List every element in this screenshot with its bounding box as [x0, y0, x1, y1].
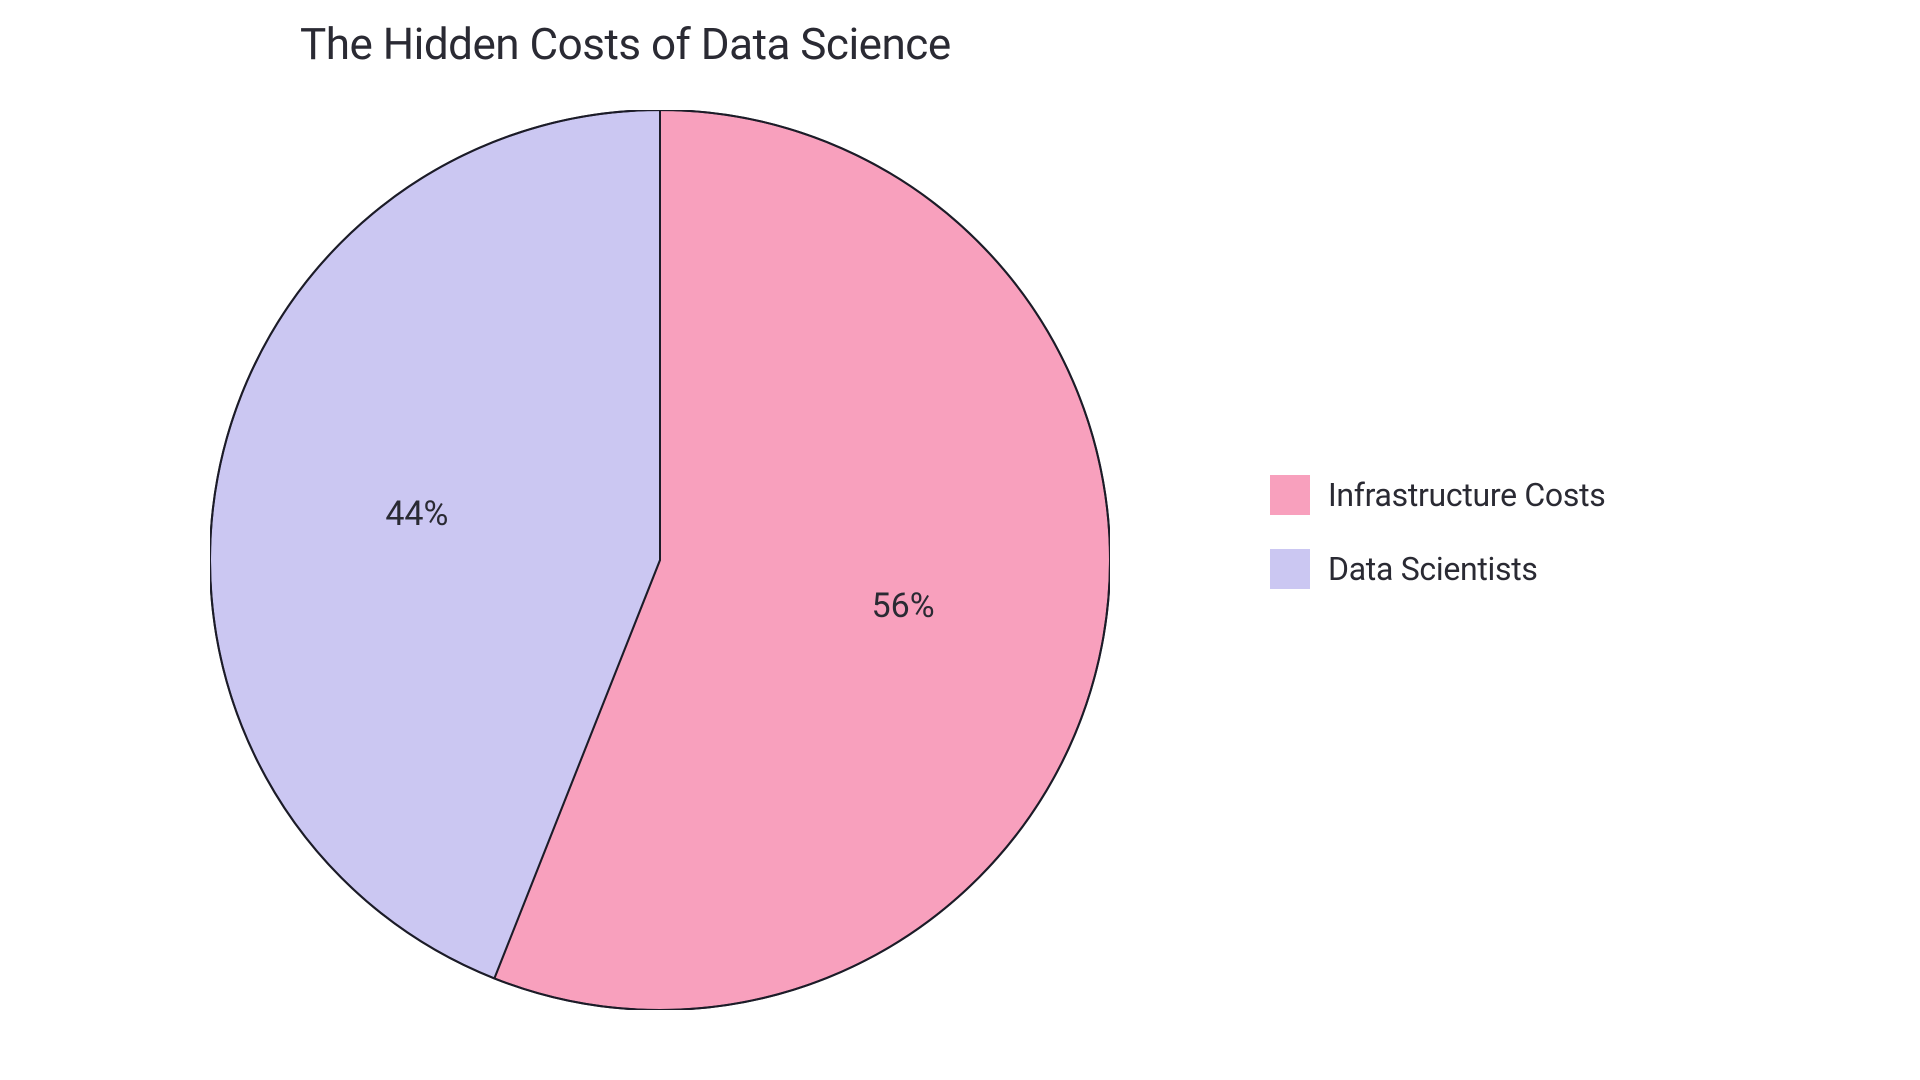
- legend-label-0: Infrastructure Costs: [1328, 476, 1606, 514]
- slice-label-1: 44%: [385, 494, 448, 534]
- slice-label-0: 56%: [872, 586, 935, 626]
- legend-swatch-1: [1270, 549, 1310, 589]
- legend-label-1: Data Scientists: [1328, 550, 1538, 588]
- pie-svg: [210, 110, 1110, 1010]
- legend-item-1: Data Scientists: [1270, 549, 1606, 589]
- legend-item-0: Infrastructure Costs: [1270, 475, 1606, 515]
- legend-swatch-0: [1270, 475, 1310, 515]
- chart-title: The Hidden Costs of Data Science: [300, 18, 951, 70]
- chart-container: The Hidden Costs of Data Science 56%44% …: [0, 0, 1920, 1080]
- legend: Infrastructure Costs Data Scientists: [1270, 475, 1606, 589]
- pie-chart: 56% 44%: [210, 110, 1110, 1010]
